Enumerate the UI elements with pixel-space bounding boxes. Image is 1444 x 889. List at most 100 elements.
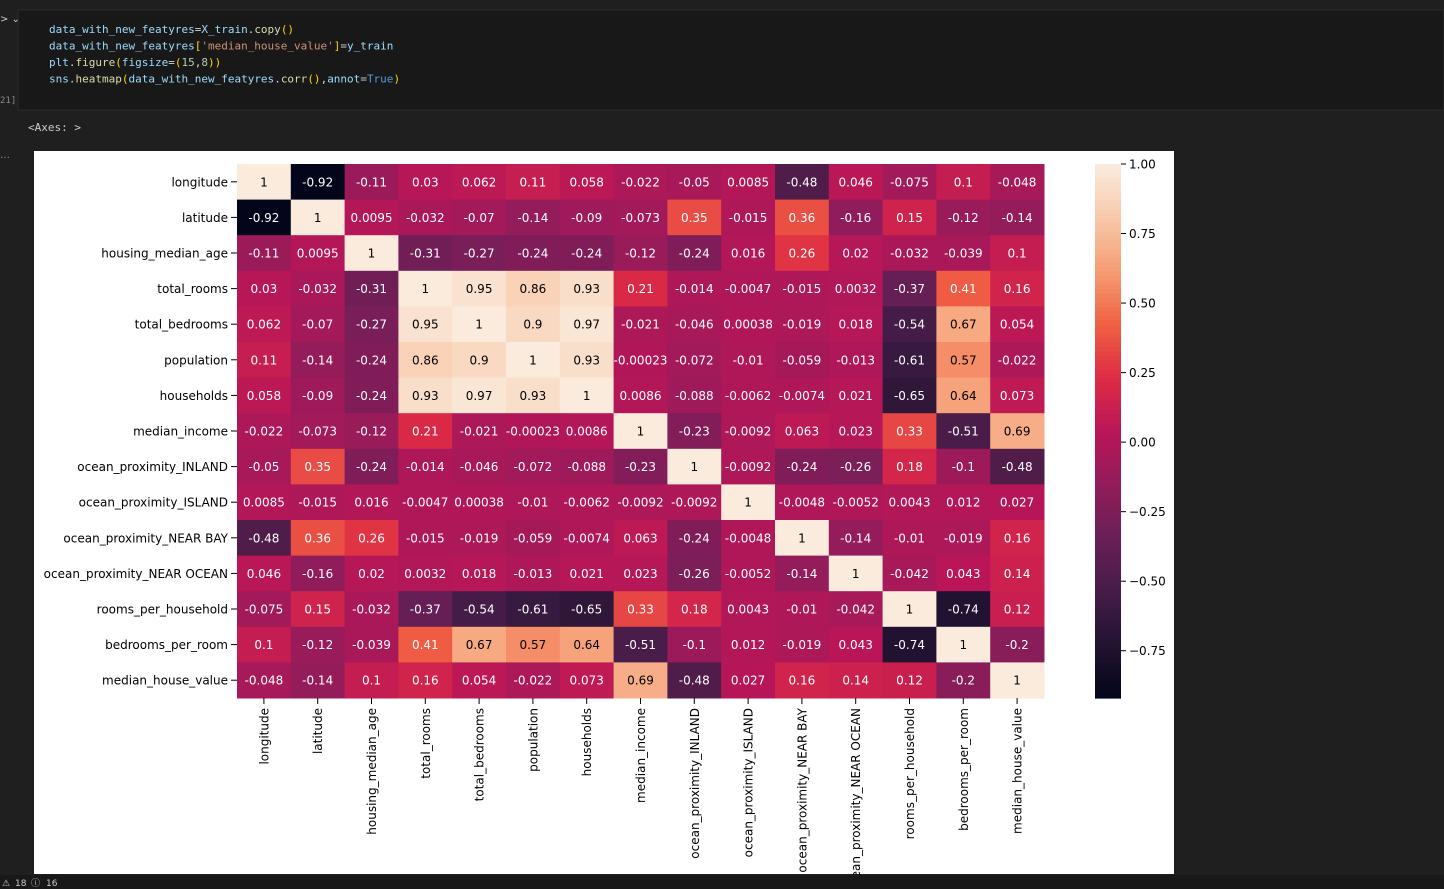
heatmap-cell [775,377,830,414]
cell-annotation: 0.18 [681,603,708,617]
heatmap-cell [344,662,399,699]
heatmap-cell [721,413,776,450]
heatmap-cell [290,626,346,663]
heatmap-cell [936,520,991,557]
heatmap-cell [882,591,937,628]
cell-annotation: 1 [906,603,914,617]
cell-annotation: 0.046 [247,567,281,581]
code-token: 'median_house_value' [201,40,333,53]
cell-annotation: 0.21 [627,282,654,296]
cell-annotation: 0.35 [304,460,331,474]
code-token: ] [334,40,341,53]
warning-count[interactable]: 18 [15,879,27,889]
cell-annotation: 1 [475,318,483,332]
heatmap-cell [506,662,561,699]
heatmap-cell [775,270,830,307]
y-tick-label: total_rooms [157,282,228,296]
heatmap-cell [559,342,615,379]
colorbar-segment [1095,315,1121,321]
colorbar-segment [1095,551,1121,557]
colorbar-segment [1095,284,1121,290]
cell-annotation: -0.039 [352,638,391,652]
heatmap-cell [237,306,292,343]
code-token: , [321,73,328,86]
heatmap-cell [667,448,722,485]
heatmap-cell [613,591,668,628]
x-tick-label: total_rooms [419,708,433,779]
colorbar-segment [1095,212,1121,218]
heatmap-cell [613,662,668,699]
cell-annotation: -0.54 [464,603,495,617]
code-token: 15 [181,56,194,69]
heatmap-cell [936,342,991,379]
cell-annotation: 0.14 [1004,567,1031,581]
cell-annotation: -0.31 [410,247,441,261]
x-tick-label: longitude [257,708,271,765]
code-token: heatmap [76,73,122,86]
heatmap-cell [506,342,561,379]
cell-annotation: 0.69 [1004,425,1031,439]
heatmap-cell [506,555,561,592]
cell-annotation: 0.062 [247,318,281,332]
colorbar-segment [1095,270,1121,276]
cell-annotation: -0.046 [675,318,714,332]
colorbar-segment [1095,253,1121,259]
cell-annotation: 0.64 [950,389,977,403]
y-tick-label: ocean_proximity_INLAND [77,460,228,474]
heatmap-cell [828,199,884,236]
colorbar-segment [1095,475,1121,481]
heatmap-cell [828,164,884,201]
x-tick-label: population [526,708,540,772]
heatmap-cell [882,520,937,557]
heatmap-cell [775,235,830,272]
x-tick-label: ocean_proximity_NEAR BAY [795,707,809,872]
code-token: = [340,40,347,53]
code-cell[interactable] [17,9,1444,111]
cell-annotation: -0.16 [840,211,871,225]
colorbar-segment [1095,479,1121,485]
x-tick-label: median_income [634,708,648,803]
collapse-icon[interactable]: > ⌄ [0,14,20,25]
colorbar-segment [1095,373,1121,379]
cell-annotation: -0.0047 [725,282,771,296]
info-count[interactable]: 16 [46,879,58,889]
colorbar-segment [1095,204,1121,210]
cell-annotation: -0.24 [517,247,548,261]
heatmap-cell [559,199,615,236]
heatmap-cell [613,306,668,343]
y-tick-label: rooms_per_household [97,603,228,617]
colorbar-segment [1095,609,1121,615]
heatmap-cell [290,555,346,592]
cell-annotation: 0.16 [789,674,816,688]
heatmap-cell [398,199,453,236]
cell-annotation: 0.012 [946,496,980,510]
heatmap-cell [344,520,399,557]
cell-annotation: -0.039 [944,247,983,261]
heatmap-cell [882,235,937,272]
cell-annotation: -0.61 [894,353,925,367]
colorbar-segment [1095,675,1121,681]
heatmap-cell [398,626,453,663]
heatmap-cell [882,413,937,450]
heatmap-cell [344,342,399,379]
status-bar [0,875,1444,889]
cell-annotation: 0.21 [412,425,439,439]
heatmap-cell [559,591,615,628]
code-token: )) [208,56,221,69]
heatmap-cell [990,662,1045,699]
colorbar-segment [1095,257,1121,263]
colorbar-segment [1095,230,1121,236]
cell-annotation: -0.09 [571,211,602,225]
cell-annotation: -0.24 [786,460,817,474]
cell-annotation: -0.11 [248,247,279,261]
heatmap-cell [506,520,561,557]
cell-annotation: -0.24 [356,389,387,403]
colorbar-segment [1095,301,1121,307]
cell-annotation: 0.00038 [454,496,504,510]
colorbar-segment [1095,640,1121,646]
heatmap-cell [721,306,776,343]
heatmap-cell [559,520,615,557]
output-menu[interactable]: … [0,150,10,161]
heatmap-cell [237,413,292,450]
heatmap-cell [290,164,346,201]
